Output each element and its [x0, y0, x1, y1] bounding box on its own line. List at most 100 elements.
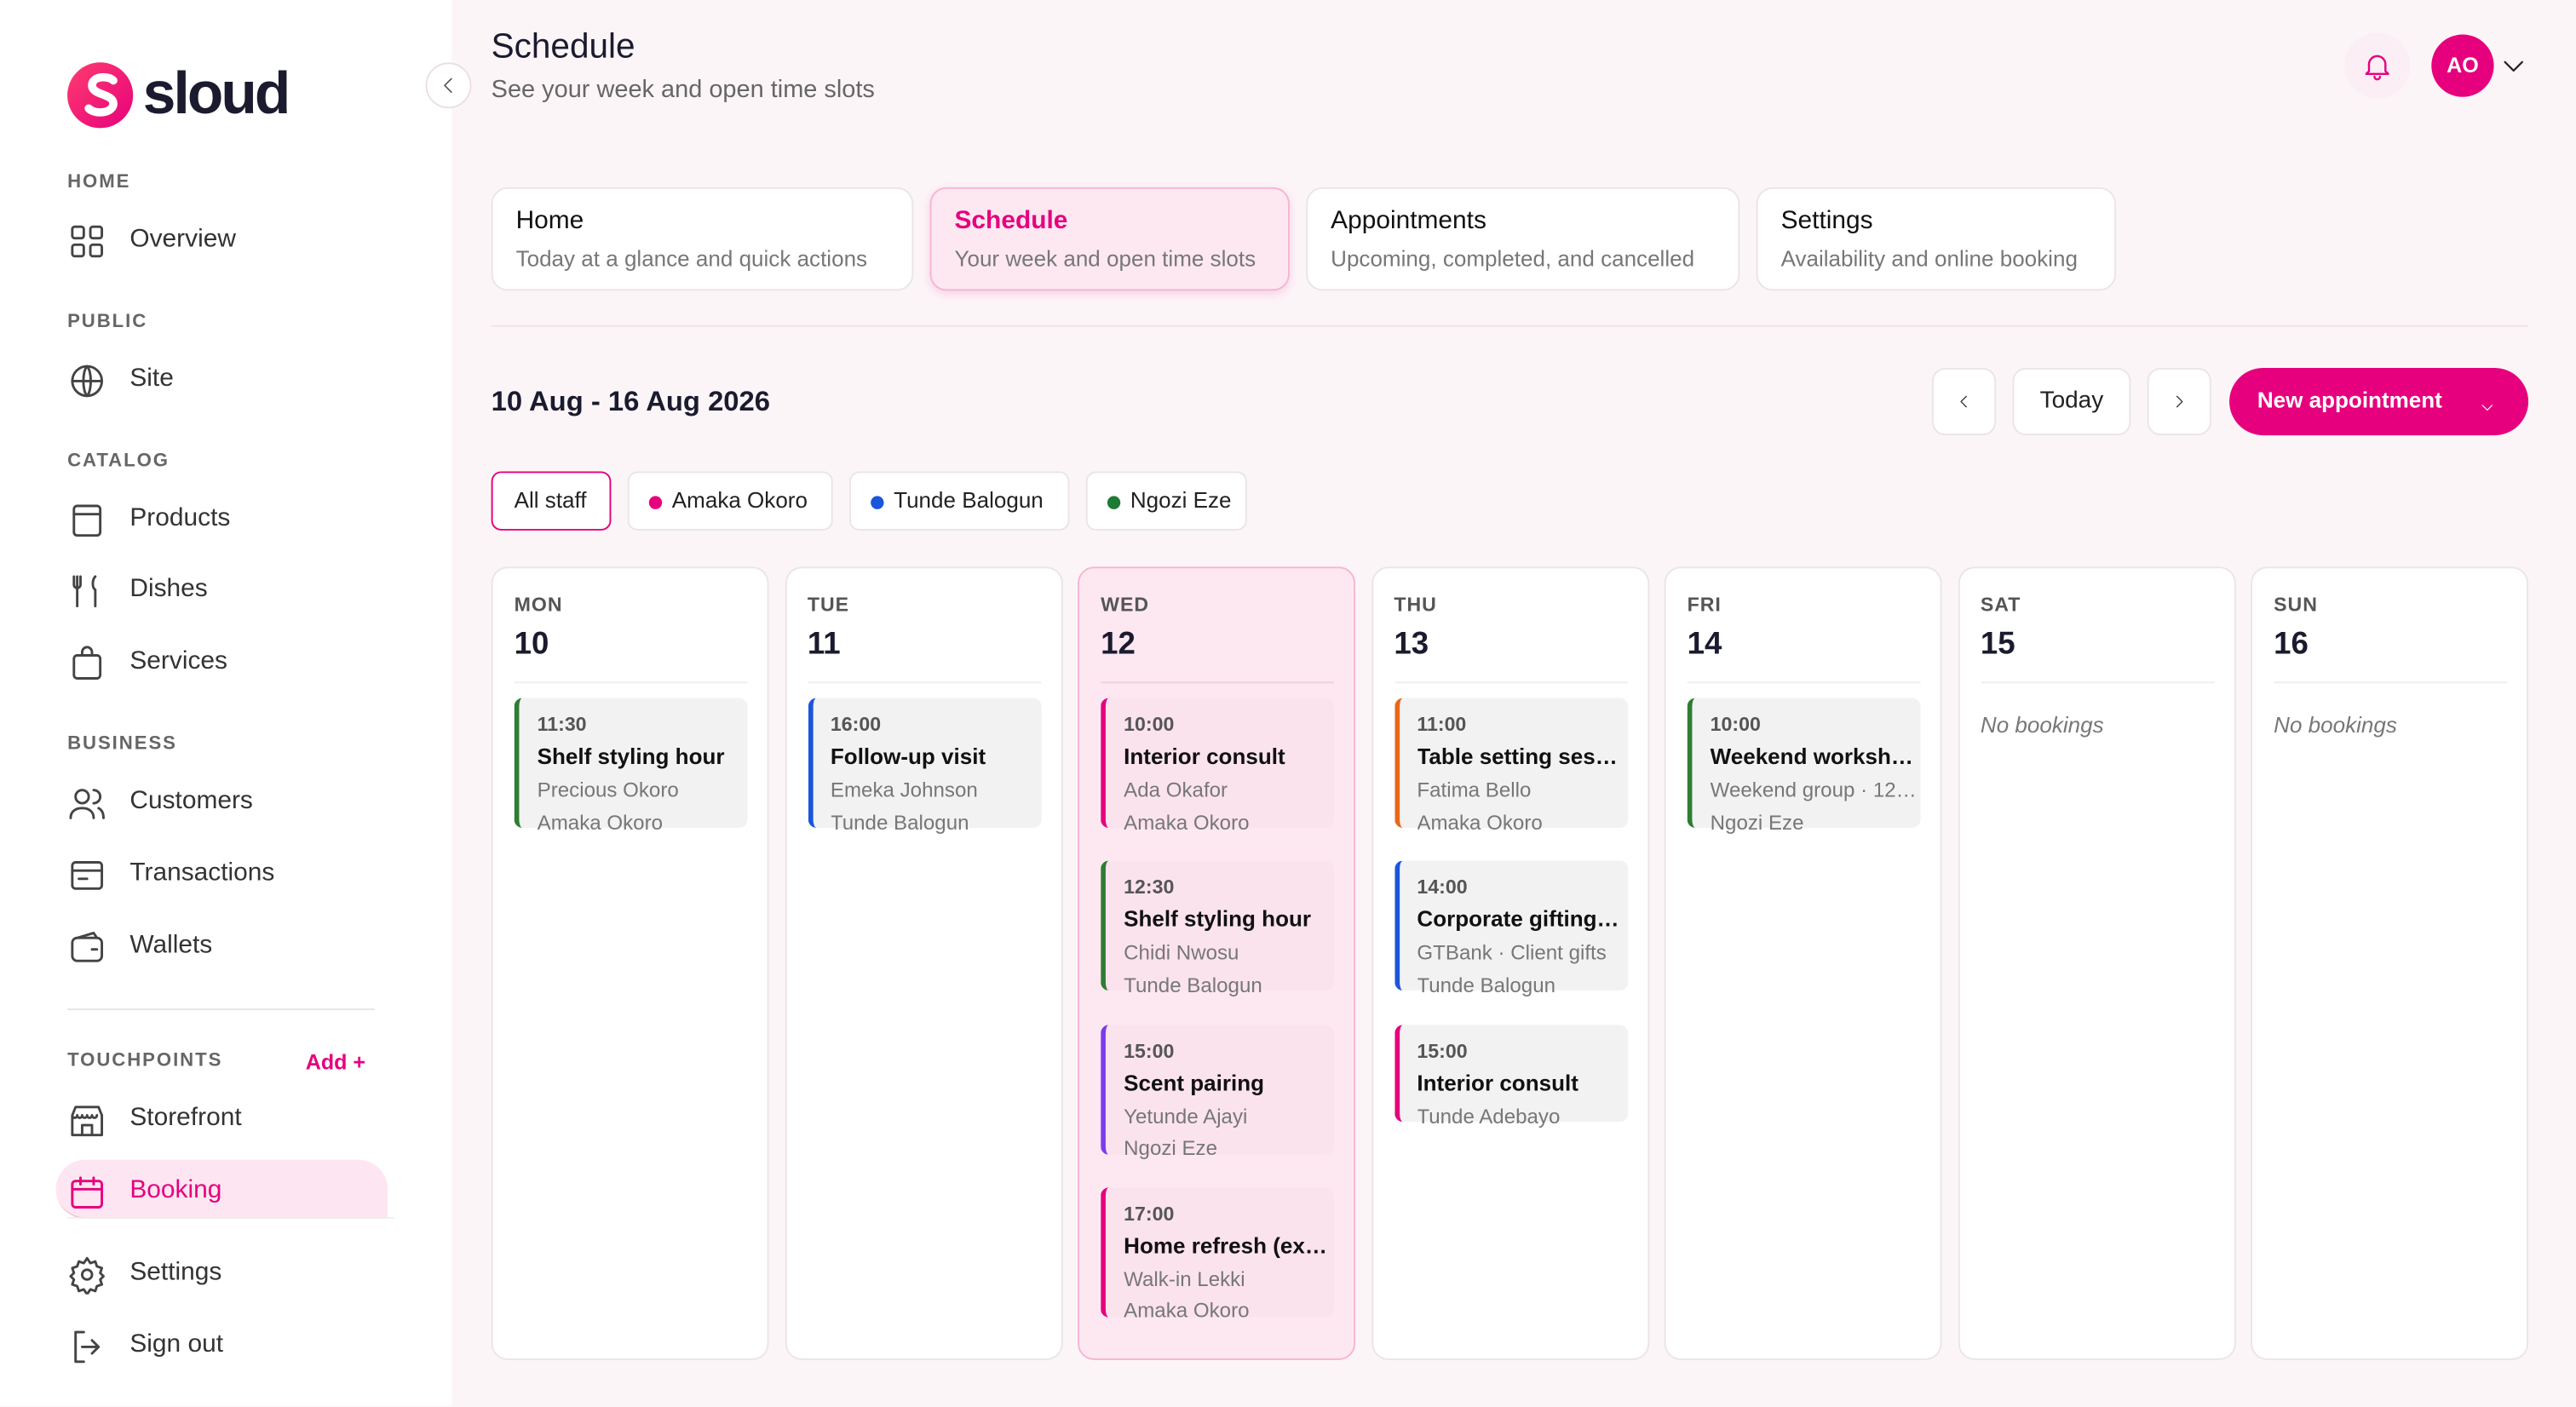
- nav-icon: [67, 1173, 106, 1212]
- day-name: WED: [1101, 593, 1150, 617]
- day-name: FRI: [1687, 593, 1722, 617]
- day-divider: [1687, 681, 1921, 684]
- nav-item[interactable]: Customers: [129, 786, 253, 815]
- booking-card[interactable]: 12:30 Shelf styling hour Chidi Nwosu Tunde …: [1101, 861, 1334, 996]
- bell-icon: [2360, 49, 2394, 83]
- booking-title: Interior consult: [1417, 1070, 1578, 1095]
- booking-card[interactable]: 11:30 Shelf styling hour Precious Okoro Ama…: [514, 698, 748, 834]
- booking-card[interactable]: 14:00 Corporate gifting… GTBank · Client g…: [1394, 861, 1628, 996]
- booking-detail: Amaka Okoro: [1417, 810, 1543, 834]
- booking-time: 10:00: [1124, 712, 1175, 736]
- nav-item[interactable]: Overview: [129, 225, 236, 253]
- day-divider: [1980, 681, 2214, 684]
- filter-label: Amaka Okoro: [671, 487, 808, 513]
- booking-card[interactable]: 10:00 Weekend worksh… Weekend group · 12 ……: [1687, 698, 1921, 834]
- booking-detail: Ngozi Eze: [1124, 1136, 1218, 1160]
- booking-time: 16:00: [830, 712, 882, 736]
- tab-subtitle: Today at a glance and quick actions: [515, 246, 868, 272]
- booking-time: 17:00: [1124, 1202, 1175, 1226]
- page-title: Schedule: [491, 27, 635, 66]
- nav-item[interactable]: Wallets: [129, 930, 213, 959]
- day-name: THU: [1394, 593, 1437, 617]
- add-touchpoint[interactable]: Add +: [305, 1049, 366, 1075]
- staff-filter[interactable]: Amaka Okoro: [627, 471, 833, 531]
- day-column: SUN 16 No bookings: [2251, 566, 2529, 1360]
- booking-detail: Weekend group · 12 …: [1710, 778, 1919, 802]
- day-divider: [514, 681, 748, 684]
- day-date: 11: [807, 627, 841, 663]
- booking-card[interactable]: 17:00 Home refresh (ex… Walk-in Lekki Amaka…: [1101, 1187, 1334, 1323]
- booking-detail: Tunde Balogun: [1417, 973, 1556, 997]
- staff-filter[interactable]: Tunde Balogun: [849, 471, 1070, 531]
- booking-time: 10:00: [1710, 712, 1761, 736]
- booking-detail: Amaka Okoro: [1124, 810, 1250, 834]
- today-button[interactable]: Today: [2012, 367, 2131, 436]
- tab[interactable]: Home Today at a glance and quick actions: [491, 187, 914, 291]
- logo-text: sloud: [142, 59, 291, 127]
- nav-item[interactable]: Booking: [129, 1175, 222, 1204]
- day-name: SAT: [1980, 593, 2021, 617]
- day-column: THU 13 11:00 Table setting ses… Fatima Bello…: [1371, 566, 1649, 1360]
- nav-item[interactable]: Products: [129, 503, 231, 532]
- date-range: 10 Aug - 16 Aug 2026: [491, 386, 771, 417]
- day-name: TUE: [807, 593, 850, 617]
- section-label: BUSINESS: [67, 734, 177, 755]
- tab[interactable]: Settings Availability and online booking: [1756, 187, 2116, 291]
- nav-item[interactable]: Site: [129, 364, 174, 393]
- active-nav-bg: [55, 1159, 388, 1219]
- tab[interactable]: Appointments Upcoming, completed, and can…: [1306, 187, 1740, 291]
- booking-card[interactable]: 16:00 Follow-up visit Emeka Johnson Tunde B…: [807, 698, 1041, 834]
- booking-card[interactable]: 11:00 Table setting ses… Fatima Bello Amaka…: [1394, 698, 1628, 834]
- day-date: 15: [1980, 627, 2015, 663]
- bell-bg: [2344, 32, 2411, 99]
- booking-detail: Emeka Johnson: [830, 778, 978, 802]
- nav-icon: [67, 927, 106, 967]
- booking-card[interactable]: 10:00 Interior consult Ada Okafor Amaka Oko…: [1101, 698, 1334, 834]
- day-date: 13: [1394, 627, 1429, 663]
- booking-time: 15:00: [1417, 1039, 1468, 1063]
- day-date: 10: [514, 627, 549, 663]
- booking-detail: Ngozi Eze: [1710, 810, 1804, 834]
- nav-item[interactable]: Storefront: [129, 1103, 242, 1132]
- nav-item[interactable]: Transactions: [129, 859, 275, 887]
- day-divider: [1101, 681, 1334, 684]
- nav-item[interactable]: Sign out: [129, 1329, 224, 1358]
- day-date: 16: [2274, 627, 2309, 663]
- staff-dot: [648, 496, 663, 509]
- nav-icon: [67, 361, 106, 400]
- booking-card[interactable]: 15:00 Interior consult Tunde Adebayo: [1394, 1024, 1628, 1128]
- booking-detail: Amaka Okoro: [1124, 1300, 1250, 1324]
- day-divider: [807, 681, 1041, 684]
- dropdown-chevron: [2479, 394, 2495, 411]
- staff-filter[interactable]: All staff: [491, 471, 612, 531]
- avatar-chevron: [2498, 51, 2528, 81]
- nav-icon: [67, 784, 106, 823]
- booking-detail: Fatima Bello: [1417, 778, 1532, 802]
- nav-icon: [67, 855, 106, 894]
- booking-title: Weekend worksh…: [1710, 744, 1913, 769]
- booking-time: 12:30: [1124, 876, 1175, 899]
- no-bookings: No bookings: [2274, 712, 2397, 738]
- nav-icon: [67, 221, 106, 261]
- nav-icon: [67, 1255, 106, 1296]
- day-column: TUE 11 16:00 Follow-up visit Emeka Johnson Tu…: [784, 566, 1062, 1360]
- day-date: 14: [1687, 627, 1722, 663]
- tab[interactable]: Schedule Your week and open time slots: [929, 187, 1290, 291]
- booking-title: Home refresh (ex…: [1124, 1233, 1327, 1259]
- new-appointment[interactable]: New appointment: [2229, 367, 2529, 436]
- filter-label: Tunde Balogun: [894, 487, 1044, 513]
- staff-filter[interactable]: Ngozi Eze: [1085, 471, 1247, 531]
- prev-week[interactable]: [1931, 367, 1997, 436]
- nav-item[interactable]: Dishes: [129, 575, 208, 604]
- booking-card[interactable]: 15:00 Scent pairing Yetunde Ajayi Ngozi Eze: [1101, 1024, 1334, 1160]
- nav-item[interactable]: Settings: [129, 1258, 222, 1287]
- booking-detail: Walk-in Lekki: [1124, 1267, 1245, 1291]
- nav-item[interactable]: Services: [129, 647, 227, 676]
- next-week[interactable]: [2147, 367, 2211, 436]
- avatar[interactable]: AO: [2431, 34, 2494, 97]
- booking-title: Shelf styling hour: [537, 744, 725, 769]
- booking-title: Scent pairing: [1124, 1070, 1265, 1095]
- collapse-button[interactable]: [425, 62, 472, 109]
